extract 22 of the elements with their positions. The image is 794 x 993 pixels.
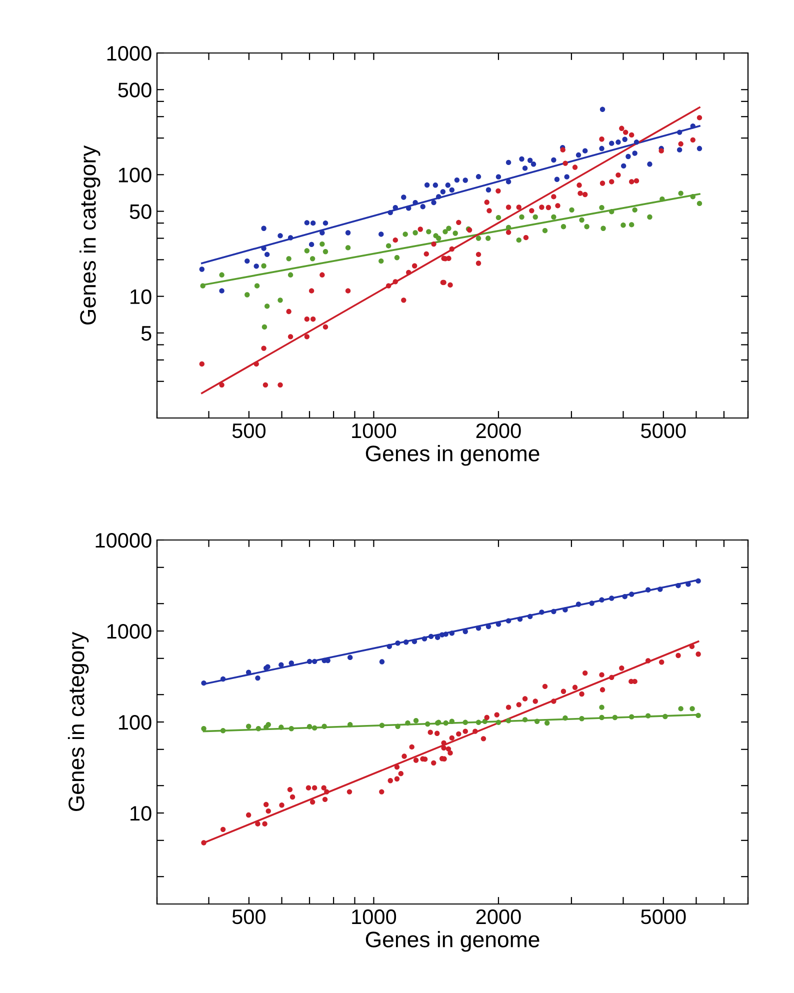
x-tick-label: 2000 [476,909,521,924]
x-tick-label: 5000 [641,423,686,438]
y-tick-label: 50 [130,204,152,220]
y-tick-label: 10 [130,289,152,304]
x-tick-label: 5000 [641,909,686,924]
x-tick-label: 1000 [352,423,396,438]
y-axis-title: Genes in category [80,145,100,325]
y-tick-label: 1000 [107,624,152,639]
x-axis-title: Genes in genome [366,445,540,466]
x-tick-label: 1000 [352,909,396,924]
y-tick-label: 500 [118,82,152,98]
y-tick-label: 1000 [107,46,152,61]
y-tick-label: 100 [118,168,152,182]
y-tick-label: 10 [130,806,152,821]
y-tick-label: 10000 [96,533,152,548]
x-tick-label: 500 [232,909,266,924]
x-tick-label: 2000 [476,423,521,438]
x-tick-label: 500 [232,423,266,438]
y-axis-title: Genes in category [68,632,89,812]
x-axis-title: Genes in genome [366,931,540,952]
y-tick-label: 5 [141,326,152,341]
y-tick-label: 100 [118,715,152,730]
